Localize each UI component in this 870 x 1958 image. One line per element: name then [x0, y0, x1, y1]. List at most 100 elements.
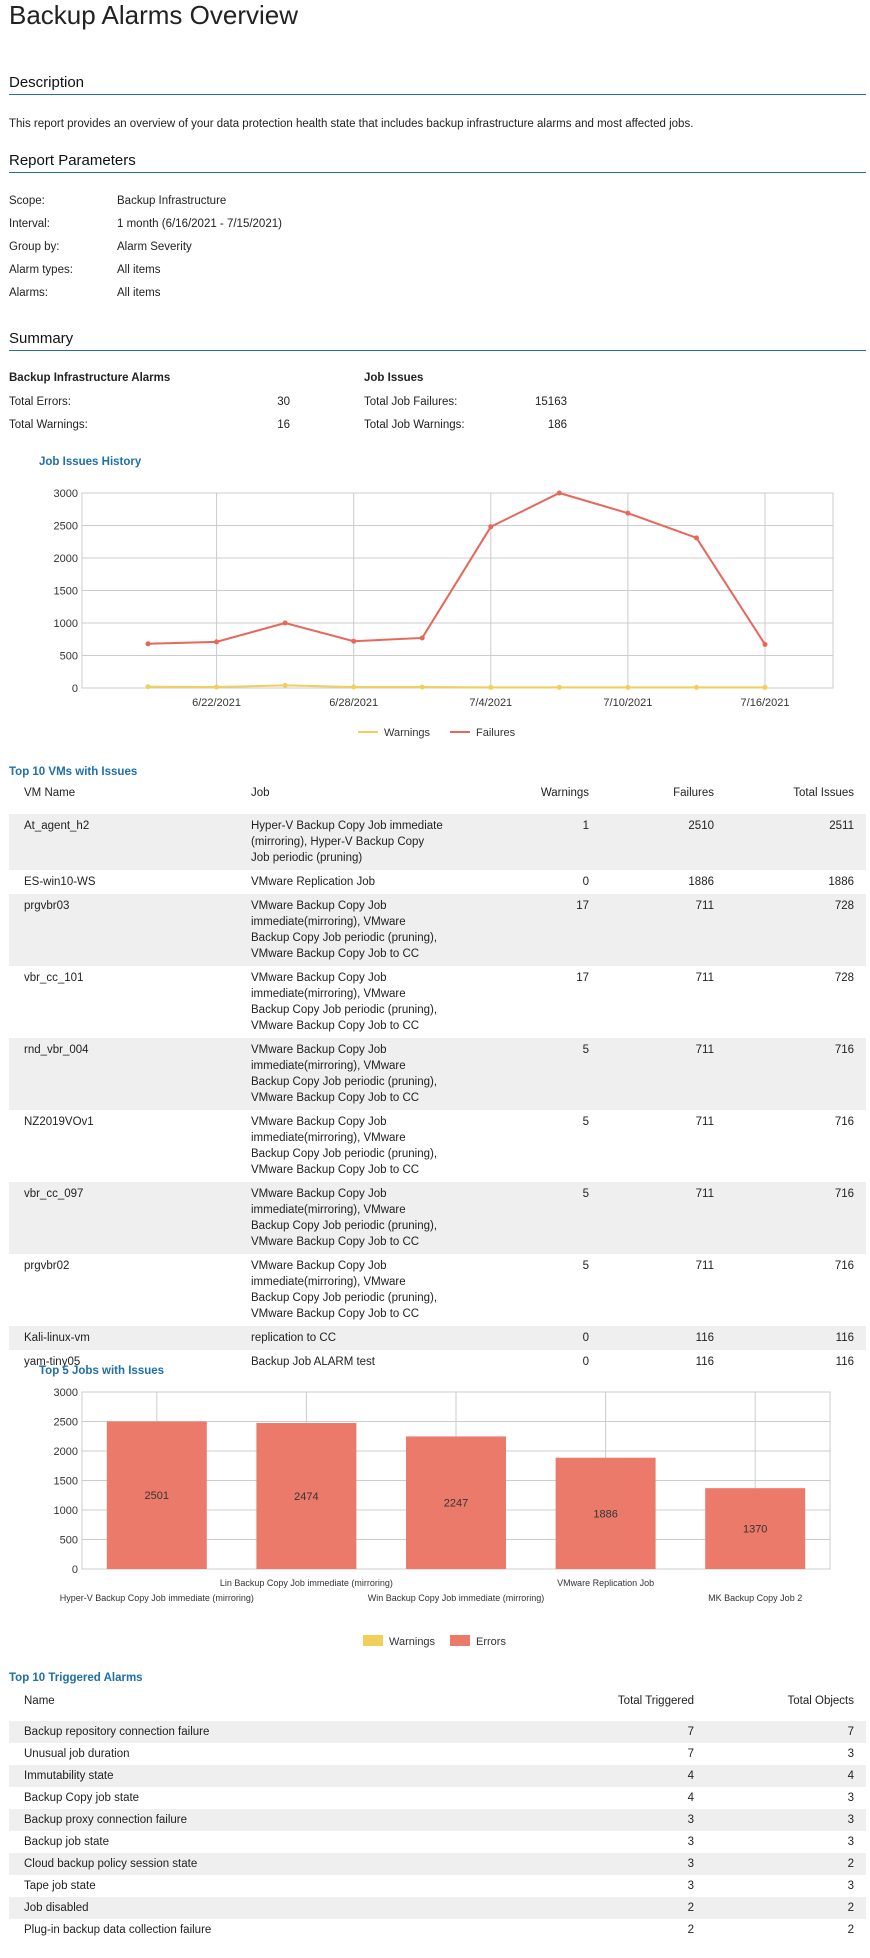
- top-jobs-chart: 0 500 1000 1500 2000 2500 3000 2501 2474 2247 1886…: [54, 1387, 831, 1648]
- legend-label: Errors: [476, 1636, 506, 1648]
- legend-label: Warnings: [384, 727, 431, 739]
- job-cell: VMware Backup Copy Job immediate(mirrorin…: [236, 1110, 471, 1182]
- data-point: [145, 684, 151, 690]
- job-issues-title: Job Issues: [364, 372, 424, 384]
- y-tick-label: 1500: [54, 586, 78, 598]
- job-line: Backup Copy Job periodic (pruning),: [251, 1148, 438, 1160]
- job-line: immediate(mirroring), VMware: [251, 1132, 406, 1144]
- y-tick-label: 2500: [54, 1417, 78, 1429]
- job-line: Backup Copy Job periodic (pruning),: [251, 1004, 438, 1016]
- data-point: [693, 535, 699, 541]
- total-issues-cell: 116: [835, 1356, 854, 1368]
- job-line: VMware Backup Copy Job to CC: [251, 1020, 420, 1032]
- x-tick-label: Win Backup Copy Job immediate (mirroring…: [368, 1593, 545, 1603]
- table-row: At_agent_h2 Hyper-V Backup Copy Job immed…: [9, 814, 866, 870]
- table-row: Tape job state 3 3: [9, 1875, 866, 1897]
- objects-cell: 2: [706, 1853, 866, 1875]
- param-label-interval: Interval:: [9, 218, 50, 230]
- param-value-alarms: All items: [117, 287, 161, 299]
- objects-cell: 3: [847, 1792, 854, 1804]
- series-line-warnings: [147, 684, 765, 689]
- bar: [555, 1457, 656, 1569]
- alarm-name-cell: Immutability state: [9, 1765, 549, 1787]
- top-jobs-title: Top 5 Jobs with Issues: [39, 1365, 165, 1377]
- alarm-name-cell: Backup job state: [24, 1836, 110, 1848]
- data-point: [419, 684, 425, 690]
- job-line: VMware Backup Copy Job to CC: [251, 1092, 420, 1104]
- legend-swatch: [450, 1635, 470, 1646]
- table-row: Backup job state 3 3: [9, 1831, 866, 1853]
- top-alarms-table: Name Total Triggered Total Objects Backu…: [9, 1687, 866, 1941]
- failures-cell: 711: [601, 1038, 726, 1110]
- warnings-cell: 0: [471, 1326, 601, 1350]
- bar: [106, 1421, 207, 1569]
- warnings-cell: 1: [471, 814, 601, 870]
- job-line: Backup Copy Job periodic (pruning),: [251, 1220, 438, 1232]
- table-row: ES-win10-WS VMware Replication Job 0 1886 18…: [9, 870, 866, 894]
- failures-cell: 116: [695, 1356, 714, 1368]
- alarm-table-header: Name Total Triggered Total Objects: [9, 1687, 866, 1715]
- bar: [705, 1488, 806, 1569]
- vm-name-cell: At_agent_h2: [9, 814, 236, 870]
- job-line: Backup Job ALARM test: [251, 1356, 376, 1368]
- y-tick-label: 2000: [54, 553, 78, 565]
- total-issues-cell: 716: [726, 1182, 866, 1254]
- job-cell: replication to CC: [236, 1326, 471, 1350]
- job-issues-history-title: Job Issues History: [39, 456, 142, 468]
- total-issues-cell: 728: [834, 972, 854, 984]
- triggered-cell: 7: [549, 1721, 706, 1743]
- param-value-group: Alarm Severity: [117, 241, 192, 253]
- vm-name-cell: ES-win10-WS: [24, 876, 96, 888]
- job-line: Hyper-V Backup Copy Job immediate: [251, 820, 443, 832]
- failures-cell: 116: [601, 1326, 726, 1350]
- job-issues-history-chart: 0 500 1000 1500 2000 2500 3000 6/22/2021 6/28/20…: [54, 488, 834, 739]
- data-point: [282, 620, 288, 626]
- alarm-name-cell: Backup Copy job state: [24, 1792, 140, 1804]
- failures-cell: 711: [695, 972, 714, 984]
- table-row: rnd_vbr_004 VMware Backup Copy Job immedia…: [9, 1038, 866, 1110]
- job-cell: VMware Backup Copy Job immediate(mirrorin…: [236, 894, 471, 966]
- total-issues-cell: 116: [726, 1326, 866, 1350]
- triggered-cell: 7: [687, 1748, 694, 1760]
- failures-cell: 711: [695, 1260, 714, 1272]
- data-point: [693, 684, 699, 690]
- job-cell: VMware Backup Copy Job immediate(mirrorin…: [236, 1254, 471, 1326]
- col-total-issues: Total Issues: [793, 787, 854, 799]
- bar-value-label: 2474: [294, 1491, 318, 1503]
- job-line: (mirroring), Hyper-V Backup Copy: [251, 836, 425, 848]
- table-row: Backup proxy connection failure 3 3: [9, 1809, 866, 1831]
- y-tick-label: 3000: [54, 488, 78, 500]
- job-cell: VMware Backup Copy Job immediate(mirrorin…: [236, 1182, 471, 1254]
- table-row: Backup repository connection failure 7 7: [9, 1721, 866, 1743]
- job-line: immediate(mirroring), VMware: [251, 916, 406, 928]
- parameters-heading: Report Parameters: [9, 152, 866, 173]
- data-point: [556, 684, 562, 690]
- triggered-cell: 4: [687, 1792, 694, 1804]
- warnings-cell: 5: [471, 1038, 601, 1110]
- x-tick-label: VMware Replication Job: [557, 1578, 654, 1588]
- table-row: Backup Copy job state 4 3: [9, 1787, 866, 1809]
- triggered-cell: 3: [687, 1836, 694, 1848]
- bar-value-label: 1886: [593, 1508, 617, 1520]
- job-line: immediate(mirroring), VMware: [251, 1204, 406, 1216]
- y-tick-label: 1000: [54, 1505, 78, 1517]
- total-issues-cell: 716: [834, 1116, 854, 1128]
- data-point: [625, 684, 631, 690]
- bar-value-label: 2247: [444, 1498, 468, 1510]
- table-row: prgvbr02 VMware Backup Copy Job immediate(…: [9, 1254, 866, 1326]
- data-point: [556, 490, 562, 496]
- alarm-name-cell: Tape job state: [24, 1880, 96, 1892]
- objects-cell: 4: [706, 1765, 866, 1787]
- vm-name-cell: rnd_vbr_004: [9, 1038, 236, 1110]
- alarm-name-cell: Plug-in backup data collection failure: [24, 1924, 212, 1936]
- total-issues-cell: 728: [726, 894, 866, 966]
- job-line: VMware Backup Copy Job: [251, 1188, 387, 1200]
- col-vm-name: VM Name: [24, 787, 76, 799]
- x-tick-label: 7/16/2021: [741, 697, 790, 709]
- table-row: yam-tiny05 Backup Job ALARM test 0 116 116: [9, 1350, 866, 1374]
- data-point: [214, 639, 220, 645]
- table-row: Cloud backup policy session state 3 2: [9, 1853, 866, 1875]
- page-title: Backup Alarms Overview: [9, 0, 298, 30]
- triggered-cell: 2: [687, 1924, 694, 1936]
- table-row: Job disabled 2 2: [9, 1897, 866, 1919]
